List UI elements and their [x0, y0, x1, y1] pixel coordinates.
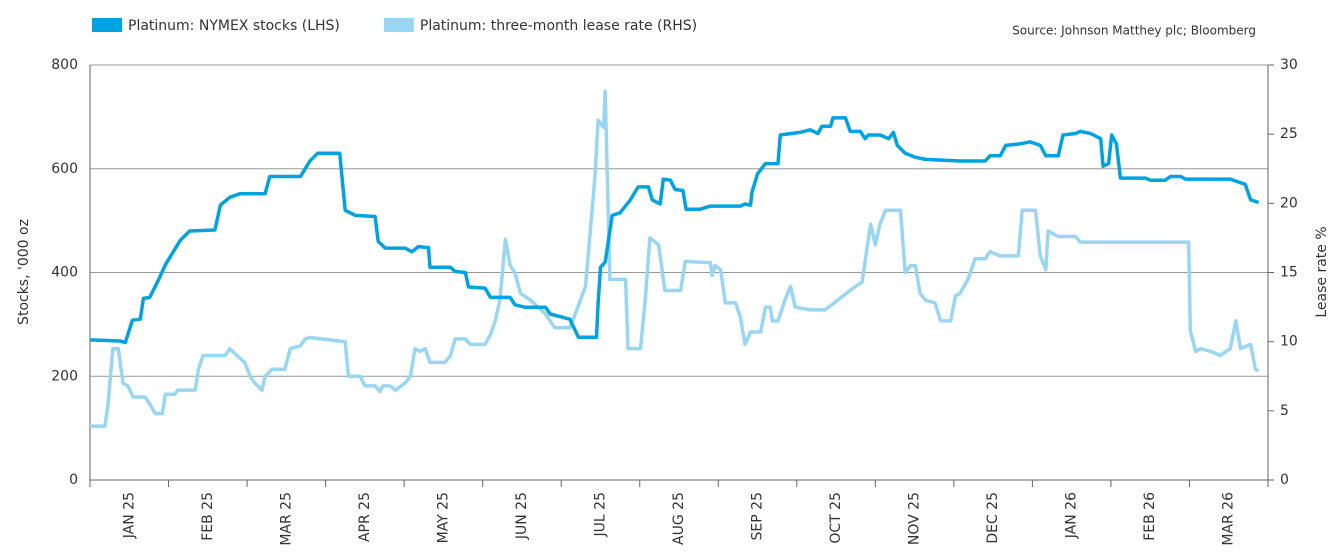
legend-label: Platinum: NYMEX stocks (LHS)	[128, 18, 340, 34]
source: Source: Johnson Matthey plc; Bloomberg	[1012, 24, 1256, 38]
series-line	[89, 116, 1260, 345]
x-tick-label: JAN 25	[121, 492, 137, 539]
x-tick-label: JAN 26	[1064, 492, 1080, 539]
x-tick-label: FEB 25	[200, 492, 216, 541]
x-tick-label: SEP 25	[750, 492, 766, 540]
x-tick-label: NOV 25	[907, 492, 923, 545]
legend-label: Platinum: three-month lease rate (RHS)	[420, 18, 697, 34]
y2-tick-label: 15	[1280, 265, 1298, 281]
y2-tick-label: 20	[1280, 195, 1298, 211]
y2-tick-label: 5	[1280, 403, 1289, 419]
legend-swatch	[383, 18, 414, 32]
x-tick-label: OCT 25	[828, 492, 844, 544]
y2-axis-title: Lease rate %	[1314, 226, 1330, 317]
y2-tick-label: 25	[1280, 126, 1298, 142]
y-tick-label: 800	[51, 57, 78, 73]
y-tick-label: 0	[69, 472, 78, 488]
series-line	[90, 89, 1260, 428]
y-tick-label: 200	[51, 368, 78, 384]
x-tick-label: MAR 25	[278, 492, 294, 546]
x-tick-label: MAY 25	[435, 492, 451, 543]
x-tick-label: MAR 26	[1221, 492, 1237, 546]
y2-tick-label: 10	[1280, 334, 1298, 350]
x-tick-label: FEB 26	[1142, 492, 1158, 541]
x-tick-label: APR 25	[357, 492, 373, 542]
x-tick-label: JUN 25	[514, 492, 530, 540]
y-tick-label: 400	[51, 265, 78, 281]
x-tick-label: AUG 25	[671, 492, 687, 545]
y2-tick-label: 30	[1280, 57, 1298, 73]
x-tick-label: DEC 25	[985, 492, 1001, 544]
y-tick-label: 600	[51, 161, 78, 177]
x-tick-label: JUL 25	[592, 492, 608, 537]
legend-swatch	[92, 18, 122, 32]
y2-tick-label: 0	[1280, 472, 1289, 488]
y-axis-title: Stocks, '000 oz	[16, 219, 32, 325]
